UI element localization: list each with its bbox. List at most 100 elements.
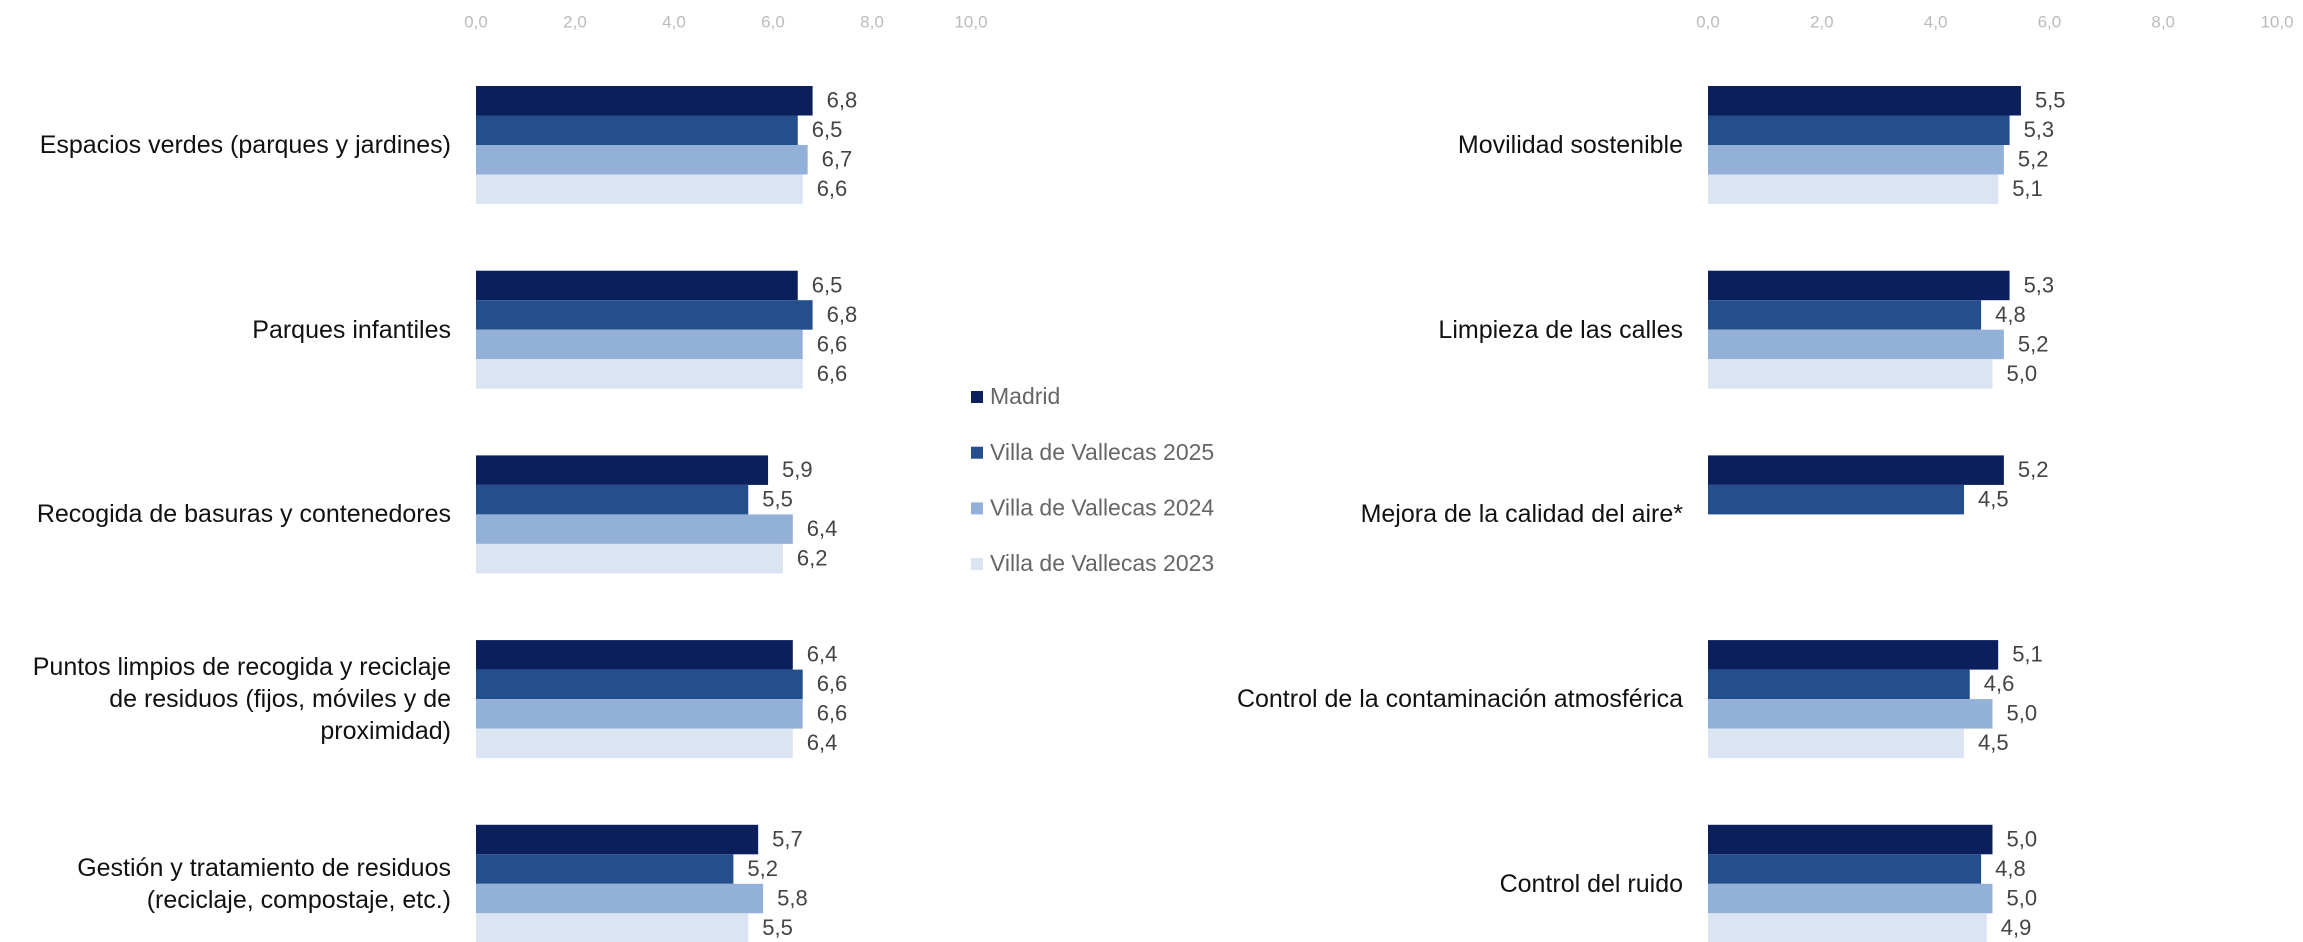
value-label: 5,2	[747, 856, 778, 881]
value-label: 4,5	[1978, 486, 2009, 511]
value-label: 5,0	[2007, 885, 2038, 910]
value-label: 4,9	[2001, 915, 2032, 940]
legend-label: Villa de Vallecas 2023	[990, 550, 1214, 576]
bar	[476, 824, 759, 855]
bar	[476, 514, 793, 544]
value-label: 6,4	[807, 516, 838, 541]
value-label: 6,8	[827, 302, 858, 327]
value-label: 5,5	[762, 486, 793, 511]
bar	[476, 669, 803, 700]
bar	[1708, 115, 2010, 145]
value-label: 6,7	[822, 147, 853, 172]
value-label: 6,4	[807, 730, 838, 755]
x-tick-label: 2,0	[1810, 12, 1834, 31]
bar	[1708, 174, 1999, 204]
value-label: 4,8	[1995, 856, 2026, 881]
legend-label: Villa de Vallecas 2024	[990, 494, 1214, 520]
bar	[1708, 270, 2010, 301]
category-label: Recogida de basuras y contenedores	[36, 500, 451, 529]
category-label: Puntos limpios de recogida y reciclaje d…	[32, 653, 451, 746]
x-tick-label: 10,0	[954, 12, 987, 31]
x-tick-label: 4,0	[662, 12, 686, 31]
bar	[1708, 86, 2021, 116]
bar	[1708, 455, 2004, 485]
bar	[476, 174, 803, 204]
value-label: 6,6	[817, 331, 848, 356]
category-label: Gestión y tratamiento de residuos (recic…	[77, 853, 451, 914]
bar	[1708, 329, 2004, 360]
bar	[1708, 824, 1993, 855]
x-tick-label: 2,0	[563, 12, 587, 31]
bar	[476, 728, 793, 759]
x-tick-label: 4,0	[1924, 12, 1948, 31]
bar	[476, 115, 798, 145]
x-tick-label: 10,0	[2260, 12, 2293, 31]
category-label: Movilidad sostenible	[1457, 131, 1683, 159]
value-label: 5,0	[2007, 361, 2038, 386]
value-label: 4,5	[1978, 730, 2009, 755]
value-label: 5,3	[2024, 272, 2055, 297]
bar	[1708, 883, 1993, 914]
value-label: 5,2	[2018, 457, 2049, 482]
value-label: 6,8	[827, 88, 858, 113]
bar	[476, 86, 813, 116]
bar	[476, 484, 749, 515]
bar	[476, 270, 798, 301]
value-label: 5,5	[2035, 88, 2066, 113]
value-label: 6,5	[812, 272, 843, 297]
bar	[476, 543, 783, 574]
value-label: 6,5	[812, 117, 843, 142]
value-label: 6,6	[817, 671, 848, 696]
x-tick-label: 0,0	[1696, 12, 1720, 31]
x-tick-label: 6,0	[2038, 12, 2062, 31]
category-label: Mejora de la calidad del aire*	[1360, 500, 1683, 529]
legend-swatch	[971, 391, 983, 403]
bar	[476, 455, 769, 485]
bar	[476, 699, 803, 729]
value-label: 5,2	[2018, 147, 2049, 172]
bar	[1708, 640, 1999, 670]
bar	[476, 300, 813, 330]
x-tick-label: 0,0	[464, 12, 488, 31]
bar	[476, 329, 803, 360]
value-label: 5,1	[2012, 642, 2043, 667]
value-label: 5,0	[2007, 826, 2038, 851]
bar	[1708, 300, 1982, 330]
category-label: Control de la contaminación atmosférica	[1236, 685, 1683, 714]
bar	[1708, 484, 1965, 515]
value-label: 5,5	[762, 915, 793, 940]
bar	[1708, 854, 1982, 884]
value-label: 6,6	[817, 701, 848, 726]
bar	[476, 359, 803, 389]
value-label: 6,6	[817, 176, 848, 201]
x-tick-label: 8,0	[2151, 12, 2175, 31]
bar	[1708, 728, 1965, 759]
value-label: 6,4	[807, 642, 838, 667]
bar	[476, 145, 808, 175]
bar	[476, 854, 734, 884]
legend-swatch	[971, 558, 983, 571]
bar	[1708, 145, 2004, 175]
category-label: Parques infantiles	[252, 315, 451, 344]
value-label: 5,7	[772, 826, 803, 851]
value-label: 6,2	[797, 545, 828, 570]
value-label: 6,6	[817, 361, 848, 386]
bar	[1708, 359, 1993, 389]
legend-swatch	[971, 502, 983, 515]
bar	[1708, 913, 1987, 942]
bar	[1708, 669, 1970, 700]
bar	[476, 640, 793, 670]
category-label: Control del ruido	[1499, 869, 1683, 898]
legend-label: Madrid	[990, 383, 1060, 409]
legend-swatch	[971, 446, 983, 459]
x-tick-label: 8,0	[860, 12, 884, 31]
bar	[476, 883, 764, 914]
value-label: 5,8	[777, 885, 808, 910]
bar	[1708, 699, 1993, 729]
legend-label: Villa de Vallecas 2025	[990, 439, 1214, 465]
value-label: 5,3	[2024, 117, 2055, 142]
x-tick-label: 6,0	[761, 12, 785, 31]
category-label: Espacios verdes (parques y jardines)	[39, 131, 451, 159]
